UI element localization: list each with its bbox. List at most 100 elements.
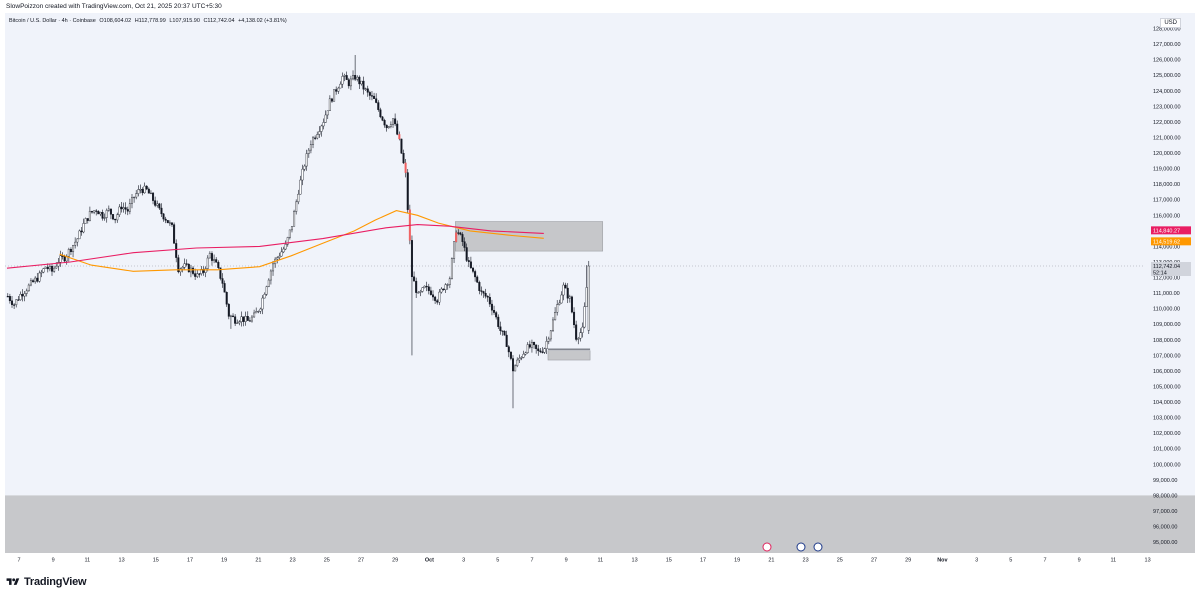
y-tick-label: 117,000.00 [1153,198,1180,204]
candle [413,276,416,282]
candle [244,316,247,322]
candle [362,80,365,90]
candle [455,232,458,242]
candle [74,241,77,246]
candle [158,203,161,209]
candle [6,296,9,298]
candle [185,263,188,265]
price-tag: 114,519.62 [1151,237,1191,246]
candle [217,262,220,268]
y-tick-label: 109,000.00 [1153,322,1181,328]
y-tick-label: 104,000.00 [1153,400,1181,406]
candle [36,277,39,282]
candle [577,338,580,340]
candle [436,300,439,303]
candle [335,89,338,92]
candle [179,268,182,273]
candle [183,263,186,268]
x-tick-label: Oct [425,558,434,564]
candle [196,273,199,277]
candle [227,304,230,317]
candle [352,75,355,80]
candle [520,357,523,359]
candle [29,280,32,286]
x-tick-label: 27 [871,558,877,564]
candle [423,285,426,288]
candle [276,257,279,260]
candle [535,344,538,350]
price-change: +4,138.02 (+3.81%) [238,18,287,24]
chart-area[interactable]: 95,000.00 96,000.00 97,000.00 98,000.00 99,0… [5,13,1195,565]
candle [438,291,441,303]
candle [206,257,209,269]
candle [225,292,228,305]
candle [484,292,487,297]
x-tick-label: 7 [17,558,20,564]
currency-button[interactable]: USD [1160,18,1181,28]
candle [512,358,515,372]
candle [299,179,302,195]
candle [288,229,291,238]
x-tick-label: 19 [734,558,740,564]
x-tick-label: 21 [768,558,774,564]
candle [543,348,546,353]
x-tick-label: 17 [700,558,706,564]
candle [522,353,525,358]
candle [497,316,500,327]
x-tick-label: 25 [837,558,843,564]
y-tick-label: 111,000.00 [1153,291,1180,297]
event-flag-icon [813,542,823,552]
candle [524,352,527,355]
candle [465,247,468,261]
candle [293,211,296,227]
candle [467,260,470,262]
candle [135,193,138,198]
candle [444,284,447,291]
candle [168,222,171,224]
candle [318,131,321,135]
candle [400,138,403,154]
y-tick-label: 119,000.00 [1153,167,1180,173]
candle [381,116,384,121]
x-tick-label: 29 [905,558,911,564]
candle [343,75,346,77]
candle [255,311,258,314]
price-tag-box [1151,262,1191,277]
candle [267,279,270,287]
candle [215,259,218,263]
candle [463,241,466,248]
y-tick-label: 107,000.00 [1153,353,1181,359]
candle [42,268,45,273]
supply-demand-zone [547,350,591,361]
candle [587,265,590,331]
candle [499,326,502,331]
candle [198,273,201,275]
candle [472,267,475,272]
x-tick-label: 21 [255,558,261,564]
x-tick-label: 3 [975,558,978,564]
candle [547,338,550,342]
price-chart[interactable]: 95,000.00 96,000.00 97,000.00 98,000.00 99,0… [5,13,1195,565]
candle [392,118,395,125]
countdown-label: 52:14 [1153,271,1167,277]
candle [303,165,306,170]
candle [145,185,148,190]
candle [97,210,100,215]
candle [486,295,489,298]
candle [133,196,136,199]
candle [370,95,373,97]
candle [425,285,428,288]
candle [261,297,264,310]
candle [162,213,165,220]
candle [166,220,169,224]
price-tag-box [1151,226,1191,235]
y-tick-label: 124,000.00 [1153,89,1181,95]
candle [368,92,371,96]
candle [63,256,66,262]
candle [478,281,481,291]
candle [457,232,460,234]
candle [490,303,493,311]
x-tick-label: 9 [52,558,55,564]
y-tick-label: 120,000.00 [1153,151,1181,157]
y-tick-label: 102,000.00 [1153,431,1181,437]
